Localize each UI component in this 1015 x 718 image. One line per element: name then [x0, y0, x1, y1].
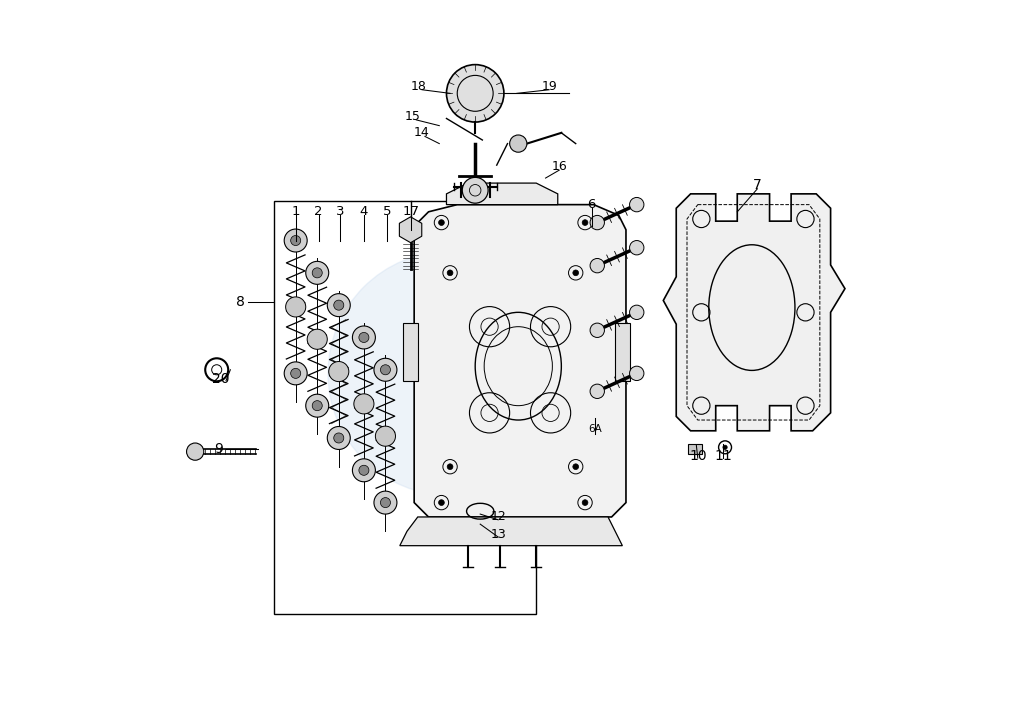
- Text: 2: 2: [315, 205, 323, 218]
- Circle shape: [376, 426, 396, 446]
- Circle shape: [354, 393, 374, 414]
- Circle shape: [374, 491, 397, 514]
- Circle shape: [334, 433, 344, 443]
- Circle shape: [590, 384, 604, 398]
- Circle shape: [359, 332, 368, 342]
- Polygon shape: [447, 183, 558, 205]
- Text: 16: 16: [551, 160, 567, 173]
- Text: 15: 15: [405, 110, 420, 123]
- Circle shape: [334, 300, 344, 310]
- Circle shape: [284, 229, 308, 252]
- Circle shape: [284, 362, 308, 385]
- Circle shape: [290, 236, 300, 246]
- Text: 3: 3: [336, 205, 344, 218]
- Circle shape: [462, 177, 488, 203]
- Circle shape: [328, 251, 572, 495]
- Circle shape: [313, 268, 322, 278]
- Text: 19: 19: [541, 80, 557, 93]
- Polygon shape: [400, 517, 622, 546]
- Circle shape: [381, 365, 391, 375]
- Circle shape: [374, 358, 397, 381]
- Circle shape: [308, 329, 327, 350]
- Circle shape: [572, 464, 579, 470]
- Circle shape: [327, 426, 350, 449]
- Circle shape: [629, 366, 644, 381]
- Circle shape: [629, 241, 644, 255]
- Polygon shape: [414, 205, 626, 517]
- Circle shape: [629, 305, 644, 320]
- Circle shape: [590, 215, 604, 230]
- Text: 5: 5: [383, 205, 391, 218]
- Circle shape: [590, 258, 604, 273]
- Bar: [688, 444, 702, 454]
- Polygon shape: [664, 194, 844, 431]
- Circle shape: [285, 297, 306, 317]
- Circle shape: [447, 65, 503, 122]
- Circle shape: [313, 401, 322, 411]
- Circle shape: [381, 498, 391, 508]
- Text: 17: 17: [402, 205, 419, 218]
- Circle shape: [629, 197, 644, 212]
- Text: 14: 14: [413, 126, 429, 139]
- Text: 4: 4: [359, 205, 368, 218]
- Text: OEM
MOTO
PARTS: OEM MOTO PARTS: [428, 352, 472, 395]
- Text: 1: 1: [291, 205, 300, 218]
- Text: 6A: 6A: [589, 424, 602, 434]
- Bar: [403, 323, 418, 381]
- Circle shape: [306, 261, 329, 284]
- Circle shape: [448, 270, 453, 276]
- Text: 8: 8: [235, 294, 245, 309]
- Circle shape: [327, 294, 350, 317]
- Text: 6: 6: [588, 198, 596, 211]
- Circle shape: [306, 394, 329, 417]
- Circle shape: [572, 270, 579, 276]
- Bar: [615, 323, 629, 381]
- Text: 18: 18: [410, 80, 426, 93]
- Circle shape: [359, 465, 368, 475]
- Text: 20: 20: [211, 372, 229, 386]
- Circle shape: [352, 459, 376, 482]
- Circle shape: [590, 323, 604, 337]
- Circle shape: [352, 326, 376, 349]
- Text: 7: 7: [753, 178, 761, 192]
- Circle shape: [438, 500, 445, 505]
- Circle shape: [438, 220, 445, 225]
- Circle shape: [583, 500, 588, 505]
- Circle shape: [448, 464, 453, 470]
- Text: 9: 9: [214, 442, 223, 456]
- Polygon shape: [399, 217, 422, 243]
- Bar: [274, 201, 536, 614]
- Circle shape: [723, 445, 727, 449]
- Text: 13: 13: [490, 528, 506, 541]
- Text: 11: 11: [714, 449, 732, 463]
- Text: 12: 12: [490, 510, 506, 523]
- Circle shape: [510, 135, 527, 152]
- Circle shape: [583, 220, 588, 225]
- Text: 10: 10: [689, 449, 706, 463]
- Circle shape: [329, 361, 349, 382]
- Circle shape: [290, 368, 300, 378]
- Circle shape: [187, 443, 204, 460]
